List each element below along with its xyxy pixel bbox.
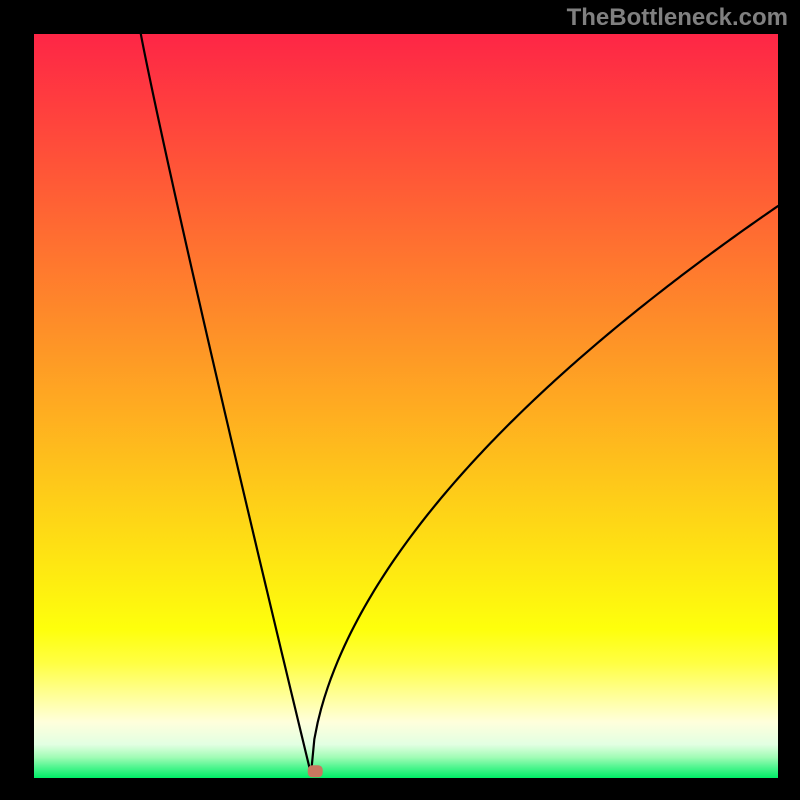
- frame-right: [778, 0, 800, 800]
- min-marker: [308, 765, 323, 777]
- v-curve: [34, 34, 778, 778]
- plot-area: [34, 34, 778, 778]
- frame-left: [0, 0, 34, 800]
- frame-bottom: [0, 778, 800, 800]
- watermark-text: TheBottleneck.com: [567, 4, 788, 32]
